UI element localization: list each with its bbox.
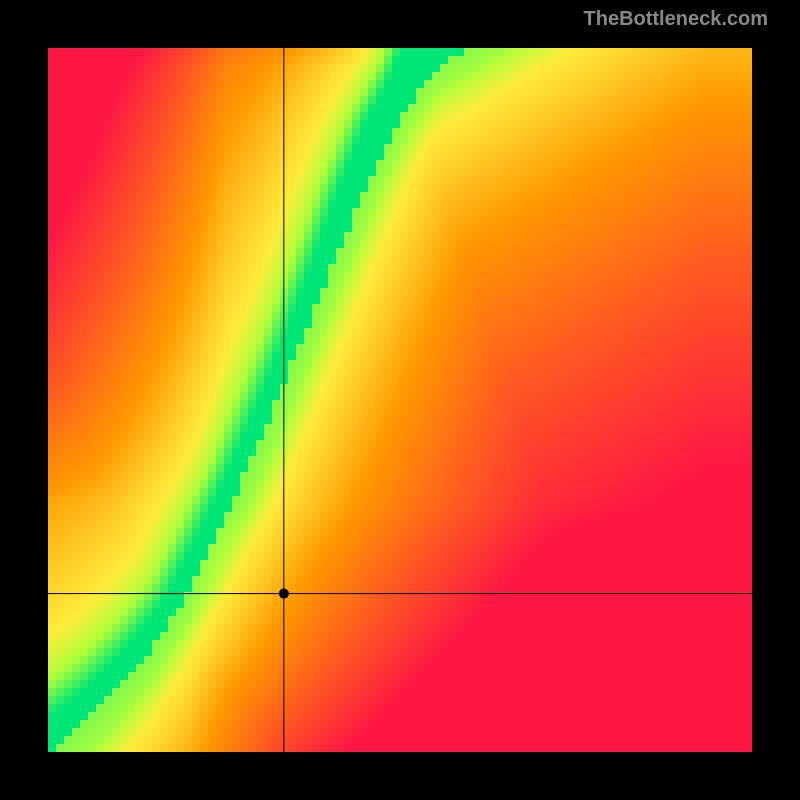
attribution-text: TheBottleneck.com bbox=[584, 8, 768, 31]
heatmap-canvas bbox=[48, 48, 752, 752]
bottleneck-heatmap bbox=[48, 48, 752, 752]
